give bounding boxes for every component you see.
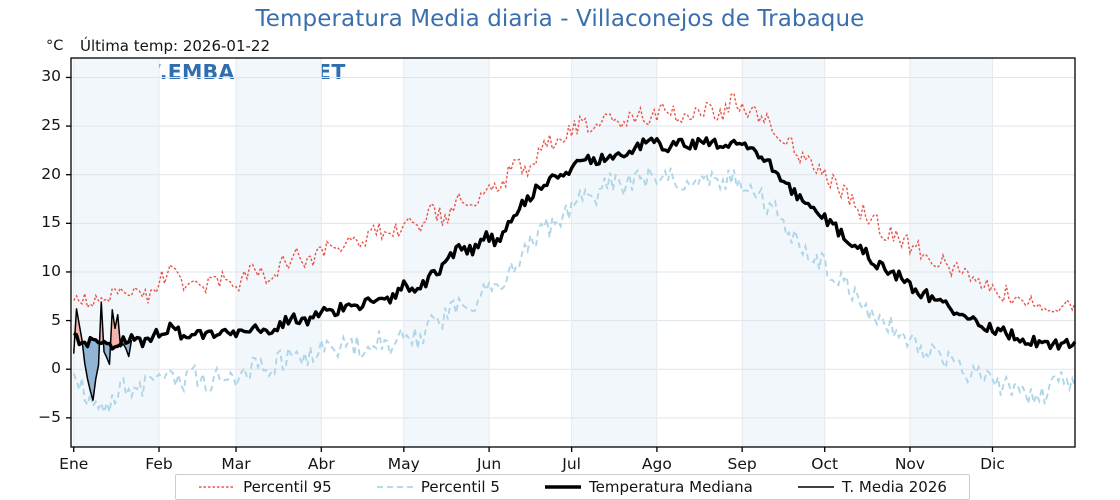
x-tick-label: Mar	[221, 455, 251, 473]
y-tick-label: 25	[41, 116, 61, 135]
x-tick-label: Ago	[641, 455, 672, 473]
x-tick-label: Dic	[980, 455, 1005, 473]
legend-swatch-3	[545, 485, 582, 489]
y-tick-label: 15	[41, 213, 61, 232]
series-percentil-95	[73, 92, 1076, 313]
legend-item[interactable]: Temperatura Mediana	[544, 478, 753, 496]
axes-frame	[70, 57, 1076, 448]
x-tick-label: Sep	[727, 455, 757, 473]
chart-legend: Percentil 95 Percentil 5 Temperatura Media…	[175, 474, 970, 500]
month-band	[909, 58, 993, 447]
month-band	[571, 58, 657, 447]
x-tick-label: Jun	[476, 455, 502, 473]
legend-swatch-4	[798, 486, 834, 488]
legend-label: Percentil 95	[243, 478, 332, 496]
y-tick-label: 5	[51, 310, 61, 329]
legend-item[interactable]: Percentil 5	[376, 478, 500, 496]
x-tick-label: Feb	[145, 455, 173, 473]
legend-label: T. Media 2026	[842, 478, 947, 496]
x-tick-label: Oct	[811, 455, 839, 473]
x-tick-label: Jul	[562, 455, 581, 473]
series-temperatura-mediana	[72, 136, 1077, 351]
month-band	[236, 58, 322, 447]
legend-swatch-2	[376, 486, 413, 488]
month-band	[73, 58, 160, 447]
x-tick-label: May	[387, 455, 420, 473]
x-tick-label: Nov	[894, 455, 926, 473]
legend-item[interactable]: T. Media 2026	[797, 478, 947, 496]
y-tick-label: −5	[38, 407, 61, 426]
y-tick-label: 30	[41, 67, 61, 86]
y-tick-label: 20	[41, 164, 61, 183]
x-tick-label: Ene	[59, 455, 89, 473]
legend-swatch-1	[199, 486, 236, 488]
series-t-media-2026	[73, 301, 133, 402]
y-tick-label: 10	[41, 261, 61, 280]
x-tick-label: Abr	[307, 455, 335, 473]
legend-label: Temperatura Mediana	[589, 478, 753, 496]
last-temp-label: Última temp: 2026-01-22	[80, 37, 271, 55]
series-percentil-5	[72, 163, 1076, 416]
page-title: Temperatura Media diaria - Villaconejos …	[255, 6, 865, 32]
legend-label: Percentil 5	[420, 478, 500, 496]
month-band	[403, 58, 490, 447]
month-band	[742, 58, 825, 447]
anomaly-fill-below	[82, 337, 100, 401]
y-tick-label: 0	[51, 359, 61, 378]
y-axis-unit-label: °C	[46, 38, 64, 54]
legend-item[interactable]: Percentil 95	[198, 478, 332, 496]
